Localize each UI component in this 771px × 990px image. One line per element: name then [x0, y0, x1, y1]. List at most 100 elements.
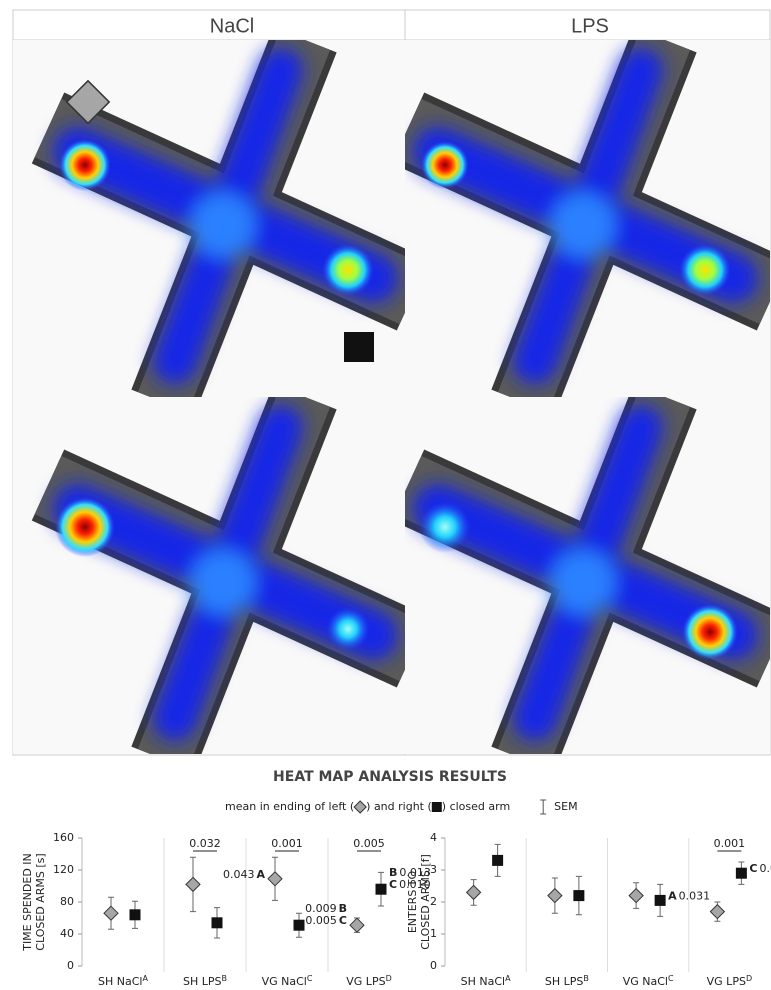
- annotation-p: 0.037: [759, 862, 771, 875]
- heat-layer: [53, 405, 398, 741]
- square-marker: [735, 867, 747, 879]
- annotation: 0.005 C: [305, 914, 347, 927]
- annotation: 0.043 A: [223, 868, 266, 881]
- heat-spot: [59, 139, 111, 191]
- annotation-p: 0.005: [305, 914, 337, 927]
- chart: TIME SPENDED IN CLOSED ARMS [s] 0 40 80 120 16…: [21, 831, 431, 988]
- square-marker: [492, 854, 504, 866]
- legend-text: mean in ending of left (: [225, 800, 354, 813]
- annotation-p: 0.013: [399, 866, 431, 879]
- category-superscript: A: [142, 974, 148, 983]
- annotation-letter: C: [749, 862, 757, 875]
- annotation-letter: A: [668, 889, 677, 902]
- annotation-letter: B: [339, 902, 347, 915]
- heat-spot: [55, 497, 115, 557]
- significance-label: 0.001: [714, 837, 746, 850]
- annotation: B 0.013: [389, 866, 431, 879]
- legend-text: ) and right (: [366, 800, 432, 813]
- category-name: VG NaCl: [623, 975, 668, 988]
- category-name: VG NaCl: [262, 975, 307, 988]
- annotation-p: 0.031: [679, 889, 711, 902]
- heat-layer: [413, 405, 758, 741]
- heat-spot: [682, 604, 738, 660]
- diamond-marker: [709, 903, 726, 920]
- annotation: C 0.010: [389, 878, 431, 891]
- category-name: VG LPS: [346, 975, 385, 988]
- x-tick-label: SH LPSB: [545, 974, 589, 989]
- category-superscript: A: [505, 974, 511, 983]
- y-tick-label: 120: [53, 863, 74, 876]
- diamond-marker: [628, 887, 644, 904]
- square-marker: [375, 883, 387, 895]
- heatmap-grid: NaCl LPS SH VG: [12, 9, 771, 756]
- heat-center: [551, 550, 615, 614]
- category-name: SH LPS: [183, 975, 222, 988]
- annotation-p: 0.009: [305, 902, 337, 915]
- legend-square: [431, 802, 442, 812]
- y-axis-label: ENTERS TO: [406, 870, 419, 933]
- category-superscript: C: [307, 974, 313, 983]
- legend-sem-icon: [540, 799, 547, 815]
- heat-spot: [679, 244, 731, 296]
- right-arm-marker: [344, 332, 374, 362]
- category-name: SH NaCl: [461, 975, 505, 988]
- legend-text: ) closed arm: [442, 800, 510, 813]
- annotation: A 0.031: [668, 889, 710, 902]
- y-tick-label: 2: [430, 895, 437, 908]
- y-tick-label: 160: [53, 831, 74, 844]
- annotation-letter: B: [389, 866, 397, 879]
- legend-diamond: [353, 800, 367, 814]
- diamond-marker: [267, 871, 283, 887]
- heat-center: [551, 193, 615, 257]
- annotation-letter: C: [339, 914, 347, 927]
- annotation-p: 0.043: [223, 868, 255, 881]
- square-marker: [211, 917, 223, 929]
- annotation-letter: C: [389, 878, 397, 891]
- heat-spot: [322, 244, 374, 296]
- annotation-p: 0.010: [399, 878, 431, 891]
- heat-layer: [53, 48, 398, 384]
- diamond-marker: [547, 887, 563, 904]
- legend: mean in ending of left ( ) and right ( ) c…: [225, 799, 578, 815]
- diamond-marker: [185, 876, 201, 893]
- square-marker: [129, 909, 141, 921]
- category-superscript: B: [222, 974, 228, 983]
- heat-spot: [421, 141, 469, 189]
- category-superscript: D: [386, 974, 392, 983]
- square-marker: [654, 894, 666, 906]
- y-axis-label: CLOSED ARMS [s]: [34, 853, 47, 950]
- annotation: 0.009 B: [305, 902, 347, 915]
- heat-spot: [326, 607, 370, 651]
- diamond-marker: [103, 905, 119, 921]
- x-tick-label: VG LPSD: [707, 974, 752, 989]
- heatmap-panel: [13, 397, 405, 754]
- annotation: C0.037: [749, 862, 771, 875]
- significance-label: 0.001: [271, 837, 303, 850]
- x-tick-label: VG LPSD: [346, 974, 391, 989]
- significance-label: 0.005: [353, 837, 385, 850]
- heat-center: [191, 193, 255, 257]
- category-name: VG LPS: [707, 975, 746, 988]
- diamond-marker: [349, 917, 365, 933]
- y-axis-label: TIME SPENDED IN: [21, 853, 34, 952]
- x-tick-label: SH NaClA: [461, 974, 511, 989]
- y-tick-label: 0: [67, 959, 74, 972]
- column-header: LPS: [571, 15, 609, 37]
- heat-center: [191, 550, 255, 614]
- category-name: SH LPS: [545, 975, 584, 988]
- legend-text: SEM: [554, 800, 577, 813]
- category-superscript: C: [668, 974, 674, 983]
- category-name: SH NaCl: [98, 975, 142, 988]
- x-tick-label: SH NaClA: [98, 974, 148, 989]
- diamond-marker: [465, 884, 482, 901]
- x-tick-label: SH LPSB: [183, 974, 227, 989]
- x-tick-label: VG NaClC: [262, 974, 313, 989]
- heatmap-panel: [405, 397, 770, 754]
- heatmap-panel: [13, 40, 405, 397]
- y-tick-label: 40: [60, 927, 74, 940]
- heatmap-panel: [405, 40, 770, 397]
- category-superscript: B: [583, 974, 589, 983]
- y-axis-label: CLOSED ARMS [f]: [419, 854, 432, 950]
- annotation-letter: A: [256, 868, 265, 881]
